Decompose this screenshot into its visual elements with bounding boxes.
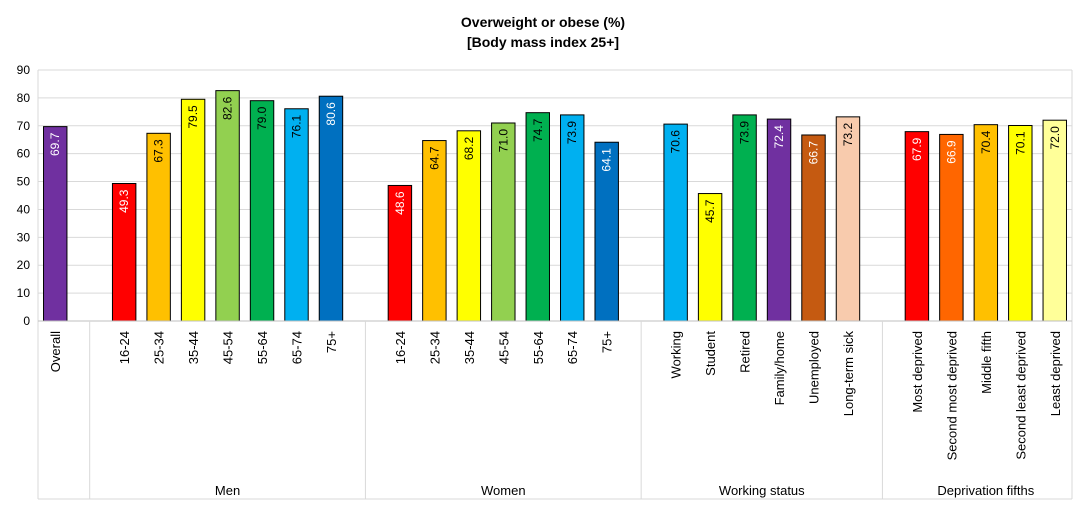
category-label: 35-44 [462,331,477,364]
data-label: 80.6 [324,102,338,126]
data-label: 73.9 [738,121,752,145]
category-label: Retired [738,331,753,373]
category-label: Overall [48,331,63,372]
category-label: Second least deprived [1013,331,1028,460]
group-label: Women [481,483,526,498]
y-tick-label: 80 [17,91,31,105]
category-label: Middle fifth [979,331,994,394]
y-tick-label: 20 [17,258,31,272]
data-label: 79.5 [186,105,200,129]
chart-title: Overweight or obese (%) [461,14,625,30]
category-label: Unemployed [807,331,822,404]
category-label: Long-term sick [841,331,856,417]
y-tick-label: 40 [17,202,31,216]
data-label: 66.9 [944,140,958,164]
data-label: 73.2 [841,123,855,147]
category-label: Working [669,331,684,378]
data-label: 73.9 [565,121,579,145]
category-label: 45-54 [496,331,511,364]
data-label: 72.4 [772,125,786,149]
group-label: Men [215,483,240,498]
category-label: 25-34 [427,331,442,364]
bar [249,100,275,322]
data-label: 66.7 [807,141,821,165]
data-label: 79.0 [255,106,269,130]
category-label: 55-64 [255,331,270,364]
category-label: 25-34 [152,331,167,364]
data-label: 76.1 [290,114,304,138]
bar [215,90,240,322]
y-tick-label: 0 [23,314,30,328]
category-label: 16-24 [393,331,408,364]
category-label: 65-74 [565,331,580,364]
bar [525,112,550,322]
data-label: 64.1 [600,148,614,172]
category-label: 55-64 [531,331,546,364]
data-label: 67.3 [152,139,166,163]
data-label: 49.3 [117,189,131,213]
data-label: 74.7 [531,118,545,142]
group-label: Deprivation fifths [937,483,1034,498]
bar [732,114,757,322]
category-label: Most deprived [910,331,925,413]
bar [318,95,344,322]
category-label: Family/home [772,331,787,405]
gridlines [38,69,1072,322]
data-label: 69.7 [48,132,62,156]
data-label: 48.6 [393,191,407,215]
category-label: 35-44 [186,331,201,364]
bar [560,114,585,322]
data-label: 71.0 [496,129,510,153]
category-label: 75+ [324,331,339,353]
y-tick-label: 10 [17,286,31,300]
data-label: 64.7 [427,146,441,170]
y-tick-label: 60 [17,147,31,161]
data-label: 70.6 [669,130,683,154]
bar [180,98,206,322]
data-label: 45.7 [703,199,717,223]
bar [284,108,309,322]
chart-subtitle: [Body mass index 25+] [467,34,619,50]
data-label: 82.6 [221,96,235,120]
category-label: 16-24 [117,331,132,364]
category-label: 45-54 [221,331,236,364]
y-tick-label: 30 [17,230,31,244]
data-label: 72.0 [1048,126,1062,150]
y-tick-label: 70 [17,119,31,133]
data-label: 70.4 [979,130,993,154]
group-label: Working status [719,483,805,498]
category-label: Least deprived [1048,331,1063,416]
data-label: 70.1 [1013,131,1027,155]
category-label: Student [703,331,718,376]
y-axis: 0 10 20 30 40 50 60 70 80 90 [17,63,1073,499]
x-axis: Overall 16-24 25-34 35-44 45-54 55-64 65-74 75+… [38,320,1072,500]
y-tick-label: 90 [17,63,31,77]
category-label: 75+ [600,331,615,353]
category-label: Second most deprived [944,331,959,460]
y-tick-label: 50 [17,175,31,189]
data-label: 68.2 [462,136,476,160]
data-label: 67.9 [910,137,924,161]
bar [835,116,861,322]
bars: 69.7 49.3 67.3 79.5 82.6 79.0 76.1 80.6 48.6 64.7… [43,90,1067,322]
category-label: 65-74 [290,331,305,364]
